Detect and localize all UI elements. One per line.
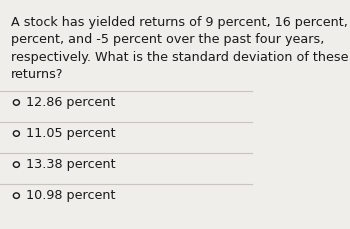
Text: respectively. What is the standard deviation of these: respectively. What is the standard devia… (11, 50, 349, 63)
Text: 11.05 percent: 11.05 percent (27, 126, 116, 139)
Text: returns?: returns? (11, 68, 64, 81)
Text: 10.98 percent: 10.98 percent (27, 188, 116, 201)
Text: 12.86 percent: 12.86 percent (27, 95, 116, 108)
Text: A stock has yielded returns of 9 percent, 16 percent, 20: A stock has yielded returns of 9 percent… (11, 16, 350, 29)
Text: 13.38 percent: 13.38 percent (27, 157, 116, 170)
Text: percent, and -5 percent over the past four years,: percent, and -5 percent over the past fo… (11, 33, 325, 46)
